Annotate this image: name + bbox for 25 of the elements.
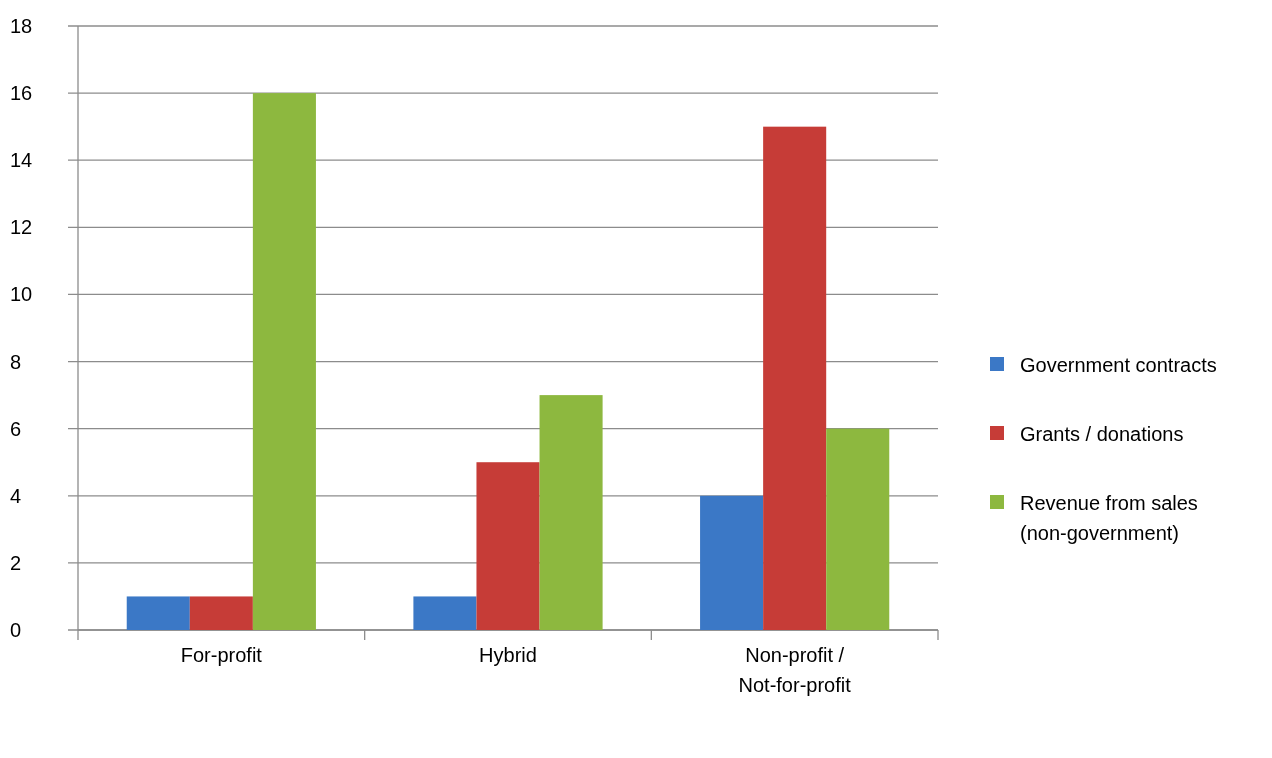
y-tick-label: 4 [10,484,22,507]
y-tick-label: 8 [10,350,22,373]
x-tick-label: For-profit [180,644,263,666]
legend-label: Grants / donations [1020,423,1184,445]
bar [189,596,253,630]
bar [252,93,316,630]
bar [126,596,190,630]
y-tick-label: 18 [10,15,33,37]
y-tick-label: 6 [10,417,22,440]
bar [413,596,477,630]
bar [763,126,827,630]
bar [826,428,890,630]
y-tick-label: 12 [10,216,33,239]
y-tick-label: 16 [10,82,33,105]
y-tick-label: 2 [10,551,22,574]
y-tick-label: 10 [10,283,33,306]
y-tick-label: 0 [10,619,22,641]
bar [476,462,540,630]
legend-label: Revenue from sales (non-government) [1020,492,1198,544]
x-tick-label: Hybrid [479,644,537,666]
bar [539,395,603,630]
y-tick-label: 14 [10,149,33,172]
bar [700,495,764,630]
x-tick-label: Non-profit / Not-for-profit [738,644,852,696]
legend-label: Government contracts [1020,354,1217,376]
